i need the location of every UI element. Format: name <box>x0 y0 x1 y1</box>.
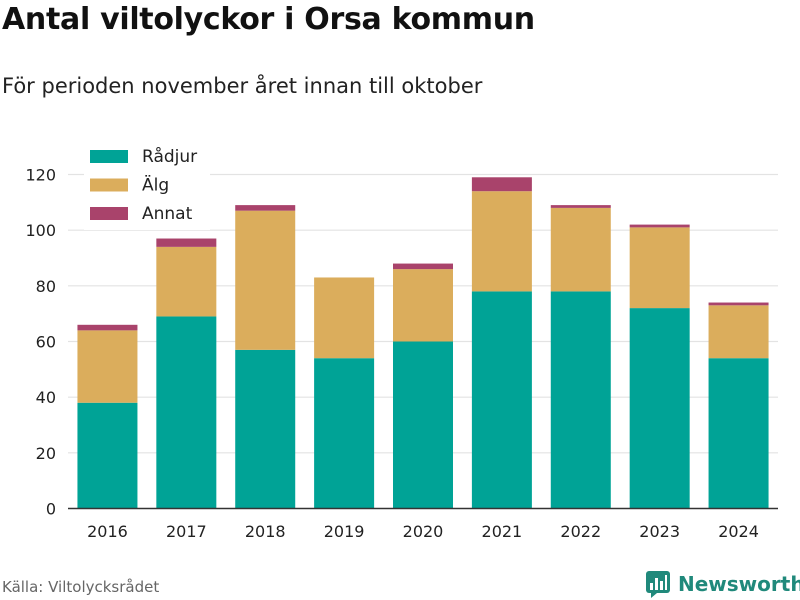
bar-segment <box>235 210 296 350</box>
y-tick-label: 0 <box>46 500 56 519</box>
bar-segment <box>235 205 296 211</box>
y-tick-label: 20 <box>36 444 56 463</box>
newsworthy-logo-icon <box>646 571 670 598</box>
bar-segment <box>314 358 375 509</box>
bar-segment <box>471 191 532 292</box>
bar-segment <box>708 358 769 509</box>
y-tick-label: 80 <box>36 277 56 296</box>
bar-segment <box>77 330 138 403</box>
bar-segment <box>156 246 217 317</box>
bar-segment <box>156 238 217 247</box>
x-tick-label: 2022 <box>560 522 601 541</box>
x-tick-label: 2024 <box>718 522 759 541</box>
legend-swatch <box>90 207 128 220</box>
bar-segment <box>629 227 690 309</box>
x-tick-label: 2020 <box>403 522 444 541</box>
legend-label: Rådjur <box>142 146 197 167</box>
legend-swatch <box>90 150 128 163</box>
bar-segment <box>708 302 769 306</box>
chart-subtitle: För perioden november året innan till ok… <box>2 74 483 98</box>
x-tick-label: 2018 <box>245 522 286 541</box>
bar-segment <box>156 316 217 509</box>
y-tick-label: 120 <box>25 166 56 185</box>
bar-segment <box>550 205 611 208</box>
bar-segment <box>235 349 296 509</box>
brand-logo: Newsworthy <box>645 570 800 598</box>
bar-segment <box>708 305 769 359</box>
y-tick-label: 40 <box>36 388 56 407</box>
bar-segment <box>393 341 453 509</box>
bar-segment <box>550 207 611 292</box>
brand-name: Newsworthy <box>678 572 800 596</box>
bar-segment <box>393 263 453 270</box>
bar-segment <box>77 402 138 509</box>
bar-segment <box>77 324 138 331</box>
bar-segment <box>629 308 690 509</box>
legend-label: Älg <box>142 175 169 196</box>
y-tick-label: 60 <box>36 333 56 352</box>
legend-swatch <box>90 178 128 192</box>
bar-segment <box>471 177 532 192</box>
x-tick-label: 2023 <box>639 522 680 541</box>
x-tick-label: 2019 <box>324 522 365 541</box>
bar-segment <box>471 291 532 509</box>
x-tick-label: 2017 <box>166 522 207 541</box>
bar-segment <box>314 277 375 359</box>
y-tick-label: 100 <box>25 221 56 240</box>
x-tick-label: 2021 <box>482 522 523 541</box>
bar-segment <box>550 291 611 509</box>
x-tick-label: 2016 <box>87 522 128 541</box>
chart-title: Antal viltolyckor i Orsa kommun <box>2 2 535 37</box>
source-note: Källa: Viltolycksrådet <box>2 578 160 596</box>
legend-label: Annat <box>142 204 193 224</box>
bar-segment <box>629 224 690 228</box>
bar-segment <box>393 269 453 342</box>
